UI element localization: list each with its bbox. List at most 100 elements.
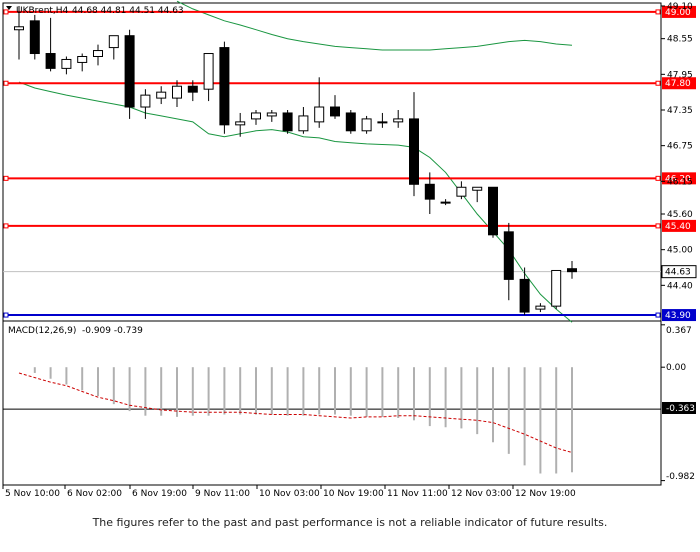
candle-bull (156, 91, 167, 99)
level-tag (662, 5, 696, 18)
candle-bull (235, 121, 246, 126)
macd-level-tag-box (662, 402, 696, 414)
candle-bull (266, 112, 277, 117)
level-tag-label: 46.20 (665, 174, 691, 184)
candle-bear (503, 231, 514, 280)
level-handle-right (655, 80, 661, 86)
candle-bull (314, 106, 325, 123)
macd-scale-bottom: -0.982 (666, 472, 695, 482)
time-tick-label: 5 Nov 10:00 (5, 489, 60, 499)
candle-bear (424, 183, 435, 200)
candle-bear (45, 53, 56, 69)
level-handle-left (3, 312, 9, 318)
level-tag (662, 219, 696, 232)
price-panel (2, 2, 662, 322)
macd-values: -0.909 -0.739 (82, 326, 143, 336)
candle-bull (377, 121, 388, 124)
level-handle-right (655, 223, 661, 229)
level-tag-label: 43.90 (665, 311, 691, 321)
level-handle-right (655, 312, 661, 318)
candle-bear (219, 47, 230, 126)
candle-bull (77, 55, 88, 63)
candle-bull (298, 115, 309, 132)
level-handle-right (655, 175, 661, 181)
price-tick-label: 49.10 (667, 2, 693, 12)
candle-bull (140, 94, 151, 108)
level-tag-label: 47.80 (665, 79, 691, 89)
candle-bear (187, 85, 198, 93)
price-tick-label: 45.60 (667, 210, 693, 220)
macd-panel (2, 320, 662, 486)
candle-bear (29, 20, 40, 55)
time-tick-label: 6 Nov 19:00 (132, 489, 187, 499)
time-tick-label: 11 Nov 11:00 (387, 489, 448, 499)
candle-bear (567, 268, 577, 273)
level-handle-left (3, 9, 9, 15)
candle-bull (172, 85, 182, 99)
price-tick-label: 47.95 (667, 70, 693, 80)
level-handle-right (655, 9, 661, 15)
bollinger-upper-line (176, 0, 573, 51)
level-handle-left (3, 175, 9, 181)
candle-bull (14, 26, 24, 31)
dropdown-triangle-icon[interactable] (6, 6, 12, 10)
price-tick-label: 46.75 (667, 142, 693, 152)
symbol-label: UKBrent,H4 (16, 6, 69, 16)
disclaimer-text: The figures refer to the past and past p… (92, 516, 608, 529)
price-axis: 49.10 48.55 47.95 47.35 46.75 46.15 45.60 45.00… (661, 2, 693, 291)
level-handle-left (3, 80, 9, 86)
macd-signal-line (18, 372, 573, 453)
price-levels: 49.00 47.80 46.20 45.40 43.90 44.63 (3, 5, 697, 322)
time-tick-label: 10 Nov 03:00 (259, 489, 320, 499)
candle-bear (124, 35, 135, 108)
macd-scale: 0.367 0.00 -0.982 (666, 326, 695, 482)
candle-bear (345, 112, 356, 132)
price-tick-label: 44.40 (667, 281, 693, 291)
candle-bull (551, 269, 562, 307)
time-tick-label: 12 Nov 19:00 (515, 489, 576, 499)
time-tick-label: 12 Nov 03:00 (451, 489, 512, 499)
chart-header: UKBrent,H4 44.68 44.81 44.51 44.63 (6, 6, 184, 16)
macd-level-tag: -0.363 (662, 402, 696, 414)
candle-bull (61, 58, 72, 69)
level-handle-left (3, 223, 9, 229)
time-tick-label: 10 Nov 19:00 (323, 489, 384, 499)
candle-bull (440, 201, 451, 204)
candle-bull (472, 186, 483, 191)
level-tag (662, 309, 696, 322)
candle-bull (361, 118, 372, 132)
candle-bear (519, 278, 530, 313)
bollinger-lower-line (18, 81, 573, 323)
candle-bull (108, 35, 119, 49)
level-tag (662, 172, 696, 185)
candle-bull (535, 305, 546, 310)
macd-series (3, 324, 665, 482)
macd-scale-top: 0.367 (666, 326, 692, 336)
macd-label: MACD(12,26,9) (8, 326, 76, 336)
candle-bull (203, 53, 214, 90)
candles (14, 5, 577, 316)
candle-bear (282, 112, 293, 132)
candle-bear (330, 106, 340, 117)
current-price-label: 44.63 (665, 268, 691, 278)
candle-bull (93, 50, 103, 57)
price-tick-label: 48.55 (667, 35, 693, 45)
macd-scale-zero: 0.00 (666, 363, 686, 373)
time-tick-label: 6 Nov 02:00 (67, 489, 122, 499)
macd-level-tag-text: -0.363 (666, 404, 695, 414)
price-tick-label: 47.35 (667, 106, 693, 116)
level-tag (662, 77, 696, 90)
time-axis: 5 Nov 10:00 6 Nov 02:00 6 Nov 19:00 9 Nov 1… (2, 485, 576, 499)
bollinger-bands (18, 0, 573, 323)
price-tick-label: 45.00 (667, 246, 693, 256)
candle-bear (488, 186, 498, 236)
level-tag-label: 49.00 (665, 8, 691, 18)
candle-bull (251, 112, 261, 120)
current-price-tag (661, 265, 697, 279)
ohlc-values: 44.68 44.81 44.51 44.63 (72, 6, 184, 16)
candle-bear (409, 118, 419, 185)
level-tag-label: 45.40 (665, 222, 691, 232)
candle-bull (393, 118, 404, 123)
candle-bull (456, 186, 467, 197)
